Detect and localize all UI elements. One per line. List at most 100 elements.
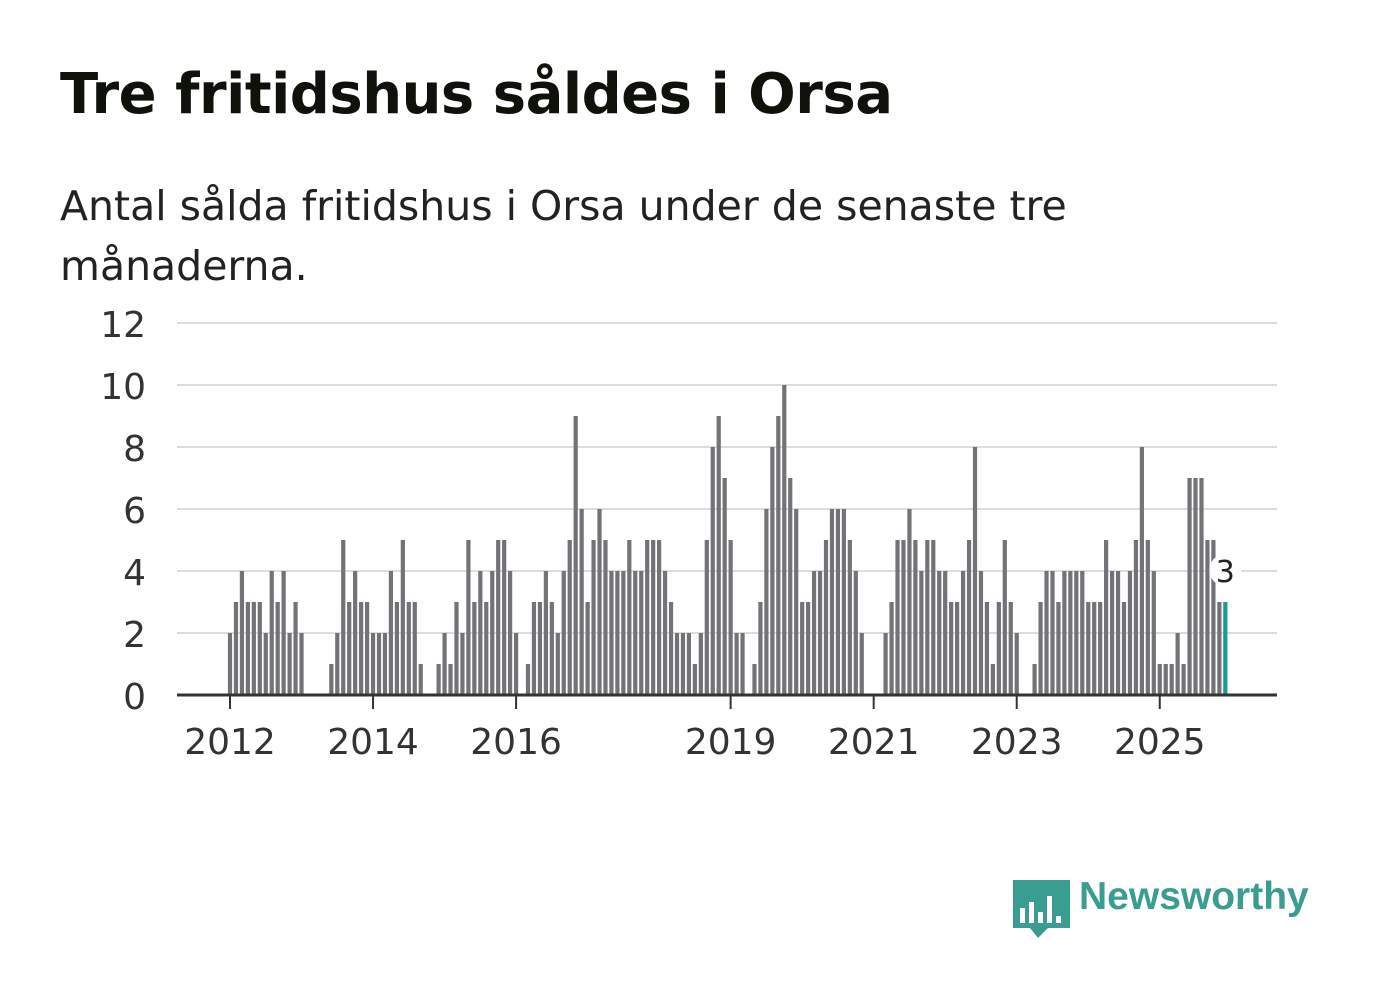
bar [615, 571, 620, 695]
bar [966, 540, 972, 695]
bar [639, 571, 644, 695]
y-tick-label: 8 [123, 429, 146, 470]
newsworthy-logo [1013, 880, 1070, 938]
bar [1193, 478, 1198, 695]
x-tick-label: 2014 [327, 722, 419, 763]
x-tick-label: 2016 [470, 722, 562, 763]
bar [758, 602, 763, 695]
bar [1151, 571, 1156, 695]
bar [829, 509, 835, 695]
bar [233, 602, 239, 695]
bar [931, 540, 936, 695]
brand-name: Newsworthy [1079, 875, 1309, 918]
bar [919, 571, 924, 695]
bar [1121, 602, 1127, 695]
bar [1086, 602, 1091, 695]
bar [1169, 664, 1174, 695]
bar [788, 478, 793, 695]
bar [925, 540, 930, 695]
x-tick-label: 2012 [184, 722, 276, 763]
bar [436, 664, 441, 695]
bar [984, 602, 990, 695]
bar [704, 540, 709, 695]
bar [949, 602, 954, 695]
bar [478, 571, 483, 695]
bar [329, 664, 334, 695]
bar [889, 602, 894, 695]
bar [1133, 540, 1139, 695]
bar [1187, 478, 1192, 695]
bar [686, 633, 692, 695]
bar [335, 633, 340, 695]
logo-bubble-icon [1013, 880, 1070, 938]
bar [1014, 633, 1019, 695]
bar [508, 571, 513, 695]
bar [627, 540, 632, 695]
bar [609, 571, 614, 695]
bar [645, 540, 650, 695]
bar [716, 416, 721, 695]
bar [895, 540, 900, 695]
bar [287, 633, 292, 695]
bar [913, 540, 918, 695]
bar [364, 602, 370, 695]
bar [1127, 571, 1133, 695]
bar [269, 571, 274, 695]
bar [1050, 571, 1055, 695]
bar [668, 602, 674, 695]
bar [561, 571, 566, 695]
x-tick-label: 2021 [828, 722, 920, 763]
bar [1199, 478, 1204, 695]
y-tick-label: 12 [100, 305, 146, 346]
bar [782, 385, 787, 695]
bar-highlight [1223, 602, 1228, 695]
bar [412, 602, 417, 695]
bar [990, 664, 995, 695]
bar [1062, 571, 1067, 695]
bar [770, 447, 775, 695]
y-tick-label: 10 [100, 367, 146, 408]
bar [722, 478, 727, 695]
bar [800, 602, 805, 695]
x-tick-label: 2025 [1114, 722, 1206, 763]
bar [299, 633, 304, 695]
bar [293, 602, 298, 695]
bar [883, 633, 888, 695]
bar [388, 571, 394, 695]
bar [400, 540, 405, 695]
bar [1074, 571, 1079, 695]
bar [573, 416, 578, 695]
bar [1211, 540, 1216, 695]
bar [341, 540, 346, 695]
bar [841, 509, 846, 695]
bar [1157, 664, 1162, 695]
bar [972, 447, 978, 695]
bar [1115, 571, 1121, 695]
bar [263, 633, 268, 695]
bar [490, 571, 495, 695]
bar [740, 633, 745, 695]
bar [806, 602, 811, 695]
bar [406, 602, 411, 695]
bar [1068, 571, 1073, 695]
bar [353, 571, 358, 695]
bar [901, 540, 906, 695]
bar [907, 509, 912, 695]
bar [418, 664, 423, 695]
chart-title: Tre fritidshus såldes i Orsa [60, 62, 893, 127]
bar [1104, 540, 1109, 695]
bar [591, 540, 596, 695]
bar [1002, 540, 1007, 695]
bar [555, 633, 560, 695]
bar [466, 540, 471, 695]
bar [1139, 447, 1144, 695]
bar [597, 509, 602, 695]
bar [454, 602, 459, 695]
bar [835, 509, 841, 695]
bar [376, 633, 382, 695]
bar [776, 416, 781, 695]
data-label-background [1209, 554, 1242, 586]
bar [502, 540, 507, 695]
bar [1080, 571, 1085, 695]
